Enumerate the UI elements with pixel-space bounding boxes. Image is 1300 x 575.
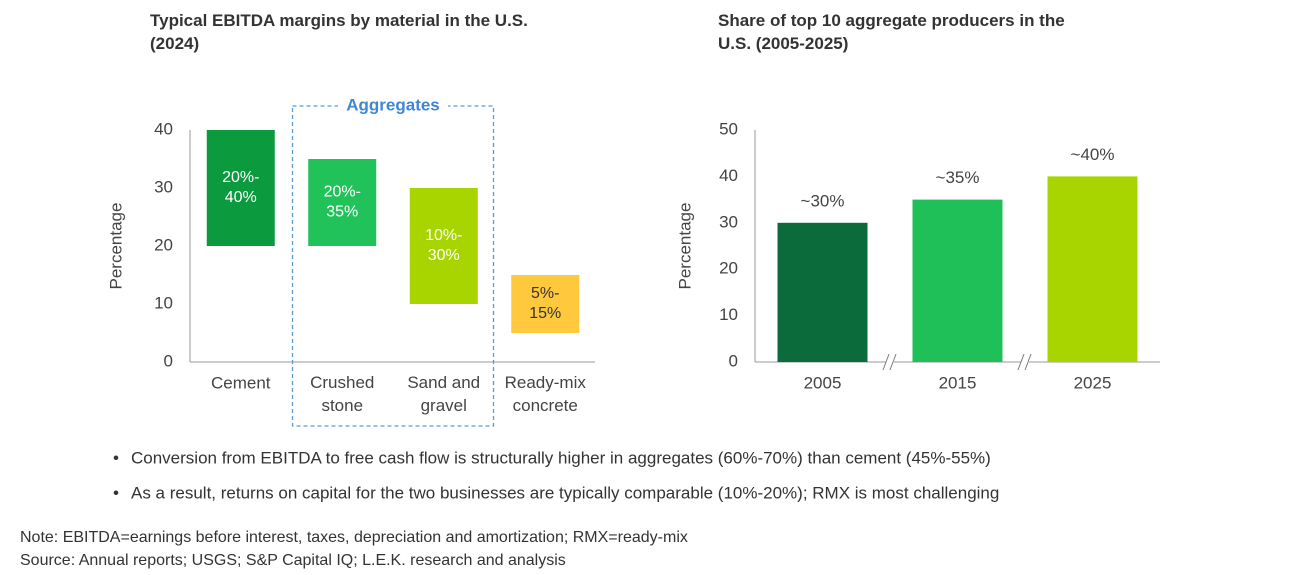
bar: [409, 188, 478, 304]
y-tick-label: 0: [164, 351, 173, 370]
axis-break: [1024, 353, 1032, 371]
bar: [308, 159, 377, 246]
axis-break: [889, 353, 897, 371]
value-label: 10%-30%: [425, 227, 462, 264]
y-tick-label: 10: [719, 305, 738, 324]
axis-break: [882, 353, 890, 371]
value-label: 5%-15%: [529, 285, 561, 322]
y-axis-label: Percentage: [675, 203, 694, 290]
bullet-text: Conversion from EBITDA to free cash flow…: [131, 448, 991, 467]
axis-break-gap: [886, 359, 894, 365]
bullet-marker: •: [113, 448, 119, 467]
axis-break-gap: [1021, 359, 1029, 365]
chart-title: Share of top 10 aggregate producers in t…: [718, 11, 1065, 53]
y-tick-label: 40: [154, 119, 173, 138]
value-label: 20%-40%: [222, 169, 259, 206]
bar: [777, 222, 868, 362]
bar: [1047, 176, 1138, 362]
y-tick-label: 20: [719, 259, 738, 278]
bullet-text: As a result, returns on capital for the …: [131, 483, 999, 502]
y-tick-label: 0: [729, 351, 738, 370]
y-tick-label: 10: [154, 293, 173, 312]
x-tick-label: Sand and gravel: [407, 373, 480, 415]
y-tick-label: 30: [154, 177, 173, 196]
y-tick-label: 20: [154, 235, 173, 254]
y-axis-label: Percentage: [106, 203, 125, 290]
bar: [511, 275, 580, 333]
value-label: ~35%: [936, 168, 980, 187]
bar: [206, 130, 275, 246]
y-tick-label: 40: [719, 166, 738, 185]
y-tick-label: 30: [719, 212, 738, 231]
x-tick-label: 2005: [804, 373, 842, 392]
x-tick-label: Crushed stone: [310, 373, 374, 415]
x-tick-label: Ready-mix concrete: [505, 373, 587, 415]
annotation-bg: [338, 96, 448, 116]
bullet-marker: •: [113, 483, 119, 502]
chart-title: Typical EBITDA margins by material in th…: [150, 11, 528, 53]
value-label: ~40%: [1071, 145, 1115, 164]
x-tick-label: Cement: [211, 373, 271, 392]
x-tick-label: 2015: [939, 373, 977, 392]
axis-break: [1017, 353, 1025, 371]
bar: [912, 199, 1003, 362]
y-tick-label: 50: [719, 119, 738, 138]
value-label: 20%-35%: [324, 184, 361, 221]
annotation: Aggregates: [346, 95, 440, 114]
note: Note: EBITDA=earnings before interest, t…: [20, 529, 688, 546]
source: Source: Annual reports; USGS; S&P Capita…: [20, 552, 566, 569]
value-label: ~30%: [801, 191, 845, 210]
x-tick-label: 2025: [1074, 373, 1112, 392]
